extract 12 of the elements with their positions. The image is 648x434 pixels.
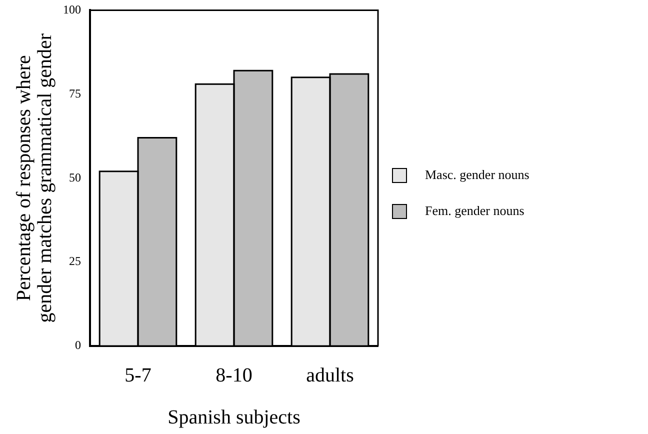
x-tick-label: 5-7: [124, 364, 152, 386]
y-axis-title: Percentage of responses where gender matches grammatical gender: [12, 33, 56, 323]
y-tick-label: 75: [69, 86, 81, 100]
y-tick-label: 25: [69, 254, 81, 268]
x-tick-label: 8-10: [216, 364, 252, 386]
legend-label: Fem. gender nouns: [425, 203, 524, 219]
y-tick-label: 50: [69, 170, 81, 184]
x-axis-title: Spanish subjects: [168, 406, 301, 428]
x-tick-label: adults: [306, 364, 354, 386]
y-tick-label: 100: [63, 2, 81, 16]
y-tick-label: 0: [75, 338, 81, 352]
legend-label: Masc. gender nouns: [425, 167, 530, 183]
